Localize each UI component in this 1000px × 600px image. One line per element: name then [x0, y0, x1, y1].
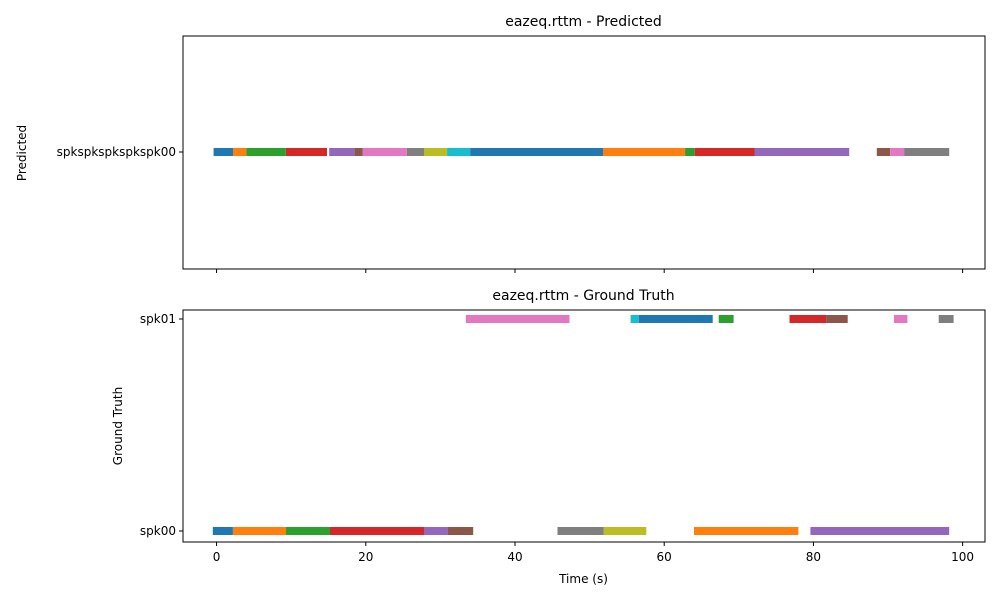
x-tick-label: 20 [358, 550, 373, 564]
segment-bar [876, 148, 891, 156]
predicted-y-ticks: spkspkspkspkspk00 [57, 145, 183, 159]
segment-bar [362, 148, 407, 156]
segment-bar [470, 148, 603, 156]
segment-bar [233, 527, 286, 535]
segment-bar [424, 527, 448, 535]
segment-bar [826, 315, 848, 323]
segment-bar [694, 148, 755, 156]
segment-bar [810, 527, 950, 535]
segment-bar [233, 148, 247, 156]
segment-bar [212, 527, 233, 535]
x-tick-label: 100 [951, 550, 974, 564]
segment-bar [603, 527, 647, 535]
segment-bar [286, 527, 330, 535]
segment-bar [286, 148, 327, 156]
predicted-x-ticks [216, 269, 964, 273]
segment-bar [330, 527, 424, 535]
segment-bar [424, 148, 448, 156]
segment-bar [685, 148, 695, 156]
segment-bar [447, 148, 471, 156]
segment-bar [465, 315, 570, 323]
predicted-panel: eazeq.rttm - Predicted Predicted spkspks… [15, 14, 986, 273]
ground-truth-x-ticks: 0 20 40 60 80 100 [213, 542, 974, 564]
segment-bar [890, 148, 905, 156]
ground-truth-panel-title: eazeq.rttm - Ground Truth [492, 288, 674, 304]
y-tick-label: spk01 [140, 312, 176, 326]
predicted-segments [213, 148, 950, 156]
predicted-y-axis-label: Predicted [15, 125, 29, 181]
segment-bar [904, 148, 950, 156]
segment-bar [694, 527, 799, 535]
x-tick-label: 80 [806, 550, 821, 564]
segment-bar [246, 148, 286, 156]
segment-bar [406, 148, 424, 156]
segment-bar [754, 148, 850, 156]
segment-bar [603, 148, 686, 156]
x-tick-label: 60 [657, 550, 672, 564]
ground-truth-y-ticks: spk00 spk01 [140, 312, 183, 538]
ground-truth-y-axis-label: Ground Truth [111, 387, 125, 465]
segment-bar [557, 527, 604, 535]
segment-bar [213, 148, 233, 156]
segment-bar [329, 148, 355, 156]
ground-truth-plot-frame [182, 309, 986, 543]
x-axis-label: Time (s) [558, 572, 608, 586]
predicted-plot-frame [182, 35, 986, 270]
segment-bar [718, 315, 734, 323]
x-tick-label: 40 [507, 550, 522, 564]
segment-bar [938, 315, 954, 323]
segment-bar [630, 315, 639, 323]
y-tick-label: spkspkspkspkspk00 [57, 145, 176, 159]
ground-truth-panel: eazeq.rttm - Ground Truth Ground Truth s… [111, 288, 986, 586]
segment-bar [354, 148, 363, 156]
segment-bar [447, 527, 474, 535]
x-tick-label: 0 [213, 550, 221, 564]
ground-truth-segments [212, 315, 954, 535]
predicted-panel-title: eazeq.rttm - Predicted [505, 14, 662, 30]
segment-bar [638, 315, 713, 323]
segment-bar [894, 315, 908, 323]
y-tick-label: spk00 [140, 524, 176, 538]
segment-bar [789, 315, 827, 323]
